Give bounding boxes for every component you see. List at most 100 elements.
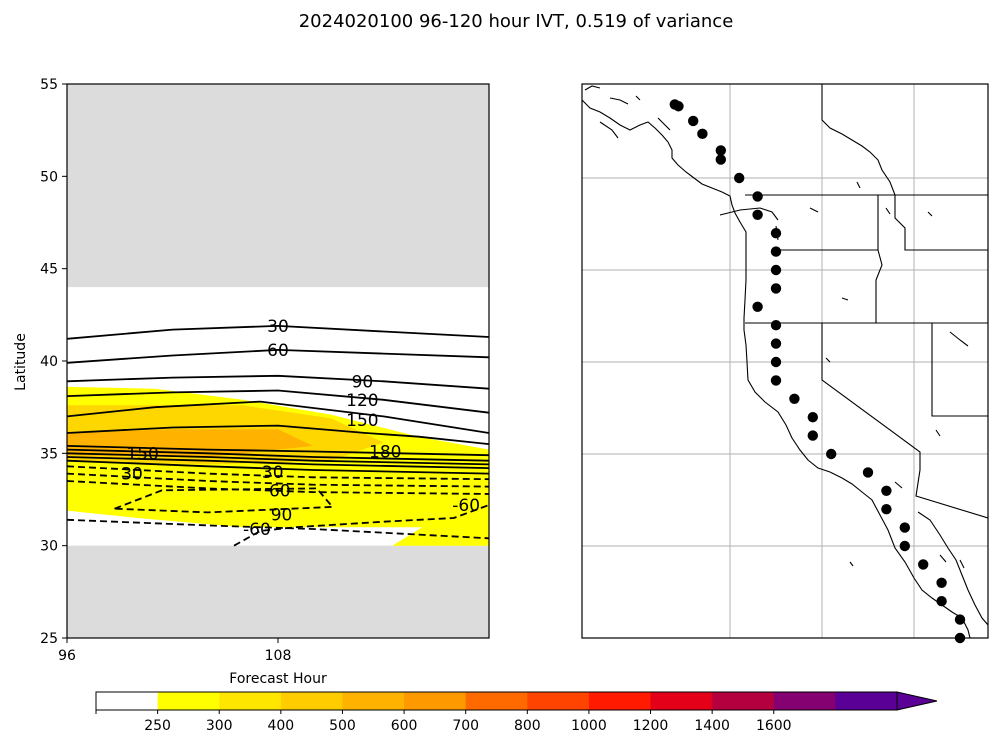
colorbar-tick-label-7: 1000 [571,718,607,734]
station-point [899,540,910,552]
colorbar-segment-3 [280,692,343,710]
contour-label-6: 150 [126,444,158,464]
station-point [899,522,910,533]
contour-label-8: 30 [262,463,284,483]
y-axis-label: Latitude [13,333,29,391]
solid-contour-7 [67,448,489,462]
figure-title: 2024020100 96-120 hour IVT, 0.519 of var… [299,11,734,32]
solid-contour-2 [67,374,489,390]
station-point [936,596,947,607]
contour-label-11: -60 [243,520,271,540]
coastline-islands [584,85,779,241]
x-tick-label-0: 96 [58,648,76,664]
station-point [770,338,782,349]
state-borders [745,84,988,519]
colorbar-segment-10 [712,692,775,710]
colorbar-tick-label-10: 1600 [756,718,792,734]
x-tick-label-1: 108 [265,648,292,664]
solid-contour-9 [67,456,489,469]
colorbar-segment-6 [465,692,528,710]
station-point [697,128,708,140]
station-point [770,320,782,331]
contour-label-5: 180 [369,442,401,462]
contour-label-2: 90 [352,372,374,392]
contour-label-12: -60 [452,496,480,516]
y-tick-label-6: 55 [40,77,58,93]
colorbar-tick-label-8: 1200 [633,718,669,734]
lake-outlines [809,181,969,569]
masked-band-1 [67,84,489,288]
station-point [752,209,763,220]
station-point [936,577,947,588]
station-point [734,172,745,184]
y-tick-label-3: 40 [40,354,58,370]
station-point [770,228,782,239]
map-frame [581,83,989,639]
solid-contour-3 [67,389,489,414]
station-point [807,412,818,423]
baja-inner-coast [917,511,988,626]
solid-contour-8 [67,452,489,466]
station-point [752,191,763,202]
station-point [770,283,782,294]
solid-contour-1 [67,348,489,364]
station-point [789,393,800,404]
solid-contour-10 [67,459,489,475]
colorbar-extend-arrow [896,691,938,711]
y-tick-label-0: 25 [40,631,58,647]
y-tick-label-4: 45 [40,262,58,278]
contour-label-10: 90 [271,505,293,525]
contour-label-1: 60 [267,341,289,361]
map-panel [581,83,989,644]
contour-label-4: 150 [346,411,378,431]
solid-contour-5 [67,424,489,445]
colorbar-tick-label-5: 700 [452,718,479,734]
colorbar-tick-label-3: 500 [329,718,356,734]
colorbar-segment-11 [773,692,836,710]
colorbar-segment-12 [835,692,898,710]
station-point [715,145,726,156]
station-point [715,154,726,165]
station-point [770,264,782,276]
station-point [862,467,874,478]
colorbar-tick-label-1: 300 [206,718,233,734]
masked-band-0 [67,545,489,638]
colorbar-segment-4 [342,692,405,710]
colorbar-segment-9 [650,692,713,710]
station-point [688,115,699,127]
dashed-contour-4 [233,504,489,547]
colorbar-segment-8 [588,692,652,710]
x-axis-label: Forecast Hour [229,671,327,687]
station-point [918,559,929,570]
colorbar-tick-label-4: 600 [391,718,418,734]
map-background [582,84,988,638]
dashed-contour-0 [67,465,489,481]
contour-label-9: 60 [269,481,291,501]
colorbar-segment-1 [157,692,220,710]
colorbar-segment-5 [404,692,467,710]
colorbar-segment-0 [96,692,159,710]
dashed-contour-2 [67,480,489,495]
station-point [881,485,892,496]
contour-label-3: 120 [346,391,378,411]
contour-label-7: 30 [121,465,143,485]
station-point [770,375,782,386]
station-point [881,504,892,515]
colorbar-frame [95,691,898,711]
colorbar-tick-label-9: 1400 [694,718,730,734]
station-point [954,614,966,625]
station-point [752,301,763,312]
dashed-contour-5 [67,518,489,540]
station-point [826,448,837,460]
station-point [673,101,684,112]
contour-label-0: 30 [267,317,289,337]
colorbar-segment-7 [527,692,590,710]
station-point [770,246,782,257]
solid-contour-4 [67,400,489,434]
colorbar-tick-label-2: 400 [267,718,294,734]
colorbar: 250 300 400 500 600 700 800 1000 1200 1400 1600 [95,691,938,734]
y-tick-label-2: 35 [40,446,58,462]
solid-contour-6 [67,445,489,457]
